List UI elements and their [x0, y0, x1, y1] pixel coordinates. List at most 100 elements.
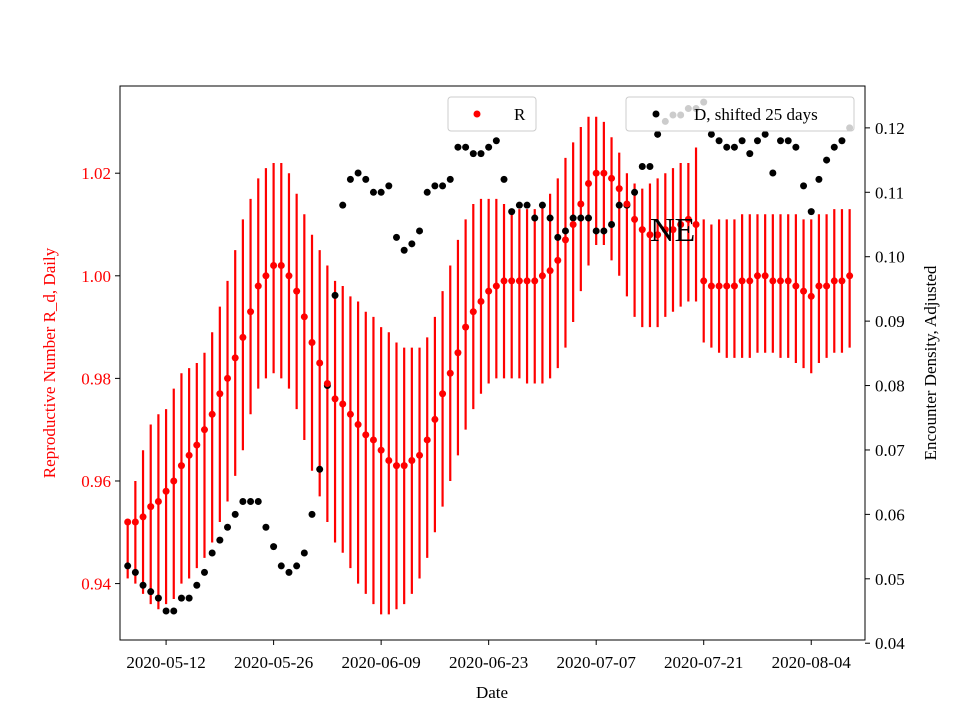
ne-annotation: NE: [650, 212, 695, 249]
r-point: [554, 256, 562, 264]
legend-r: R: [447, 96, 537, 132]
d-point: [738, 137, 746, 145]
d-point: [247, 498, 255, 505]
r-point: [561, 236, 569, 244]
d-point: [500, 175, 508, 183]
r-point: [477, 297, 485, 305]
r-point: [769, 277, 777, 285]
r-point: [646, 231, 654, 239]
right-tick-label: 0.08: [875, 377, 905, 396]
r-point: [239, 333, 247, 341]
r-point: [316, 359, 324, 367]
legend-r-box: [447, 96, 537, 132]
d-point: [408, 240, 416, 248]
d-point: [638, 163, 646, 171]
d-point: [585, 214, 593, 222]
r-point: [262, 272, 270, 280]
legend-d: D, shifted 25 days: [625, 96, 855, 132]
left-tick-label: 1.00: [81, 267, 111, 286]
d-point: [792, 143, 800, 151]
d-point: [631, 188, 639, 196]
r-point: [692, 221, 700, 228]
d-point: [285, 568, 293, 576]
r-point: [446, 369, 454, 377]
r-point: [700, 277, 708, 285]
r-point: [538, 272, 546, 280]
x-tick-label: 2020-06-09: [341, 653, 420, 672]
d-point: [815, 175, 823, 183]
d-point: [224, 523, 232, 531]
d-point: [239, 498, 247, 505]
r-point: [147, 503, 155, 511]
d-point: [561, 227, 569, 235]
d-point: [392, 233, 400, 241]
r-point: [531, 277, 539, 285]
r-point: [131, 518, 139, 526]
r-point: [846, 272, 854, 280]
r-point: [777, 277, 785, 285]
d-point: [769, 169, 777, 177]
r-point: [830, 277, 838, 285]
d-point: [600, 227, 608, 235]
r-point: [823, 282, 831, 290]
d-point: [254, 498, 262, 505]
right-tick-label: 0.05: [875, 570, 905, 589]
r-point: [592, 169, 600, 177]
r-point: [508, 277, 516, 285]
d-point: [139, 581, 147, 589]
r-point: [707, 282, 715, 290]
r-point: [139, 513, 147, 521]
d-point: [177, 594, 185, 602]
r-point: [485, 287, 493, 295]
d-point: [492, 137, 500, 145]
r-point: [254, 282, 262, 290]
d-point: [707, 130, 715, 138]
r-point: [231, 354, 239, 362]
r-point: [308, 338, 316, 346]
r-point: [608, 174, 616, 182]
left-tick-label: 0.98: [81, 369, 111, 388]
d-point: [485, 143, 493, 151]
r-point: [416, 451, 424, 459]
d-point: [277, 562, 285, 570]
r-point: [669, 226, 677, 234]
r-point: [300, 313, 308, 321]
d-point: [477, 150, 485, 158]
d-point: [331, 291, 339, 299]
d-point: [730, 143, 738, 151]
x-tick-label: 2020-08-04: [772, 653, 852, 672]
r-point: [454, 349, 462, 357]
d-point: [469, 150, 477, 158]
d-point: [354, 169, 362, 177]
r-point: [723, 282, 731, 290]
r-point: [377, 446, 385, 454]
d-point: [454, 143, 462, 151]
d-point: [131, 568, 139, 576]
left-tick-label: 0.96: [81, 472, 111, 491]
r-point: [170, 477, 178, 485]
r-point: [600, 169, 608, 177]
d-point: [446, 175, 454, 183]
r-point: [400, 462, 408, 470]
r-point: [585, 179, 593, 187]
d-point: [270, 543, 278, 551]
r-point: [323, 380, 331, 388]
d-point: [746, 150, 754, 158]
r-point: [385, 456, 393, 464]
r-point: [807, 292, 815, 300]
d-point: [308, 510, 316, 518]
r-point: [838, 277, 846, 285]
left-tick-label: 0.94: [81, 575, 111, 594]
d-point: [761, 130, 769, 138]
d-point: [554, 233, 562, 241]
legend-r-label: R: [514, 105, 526, 124]
d-point: [608, 221, 616, 228]
r-point: [523, 277, 531, 285]
d-point: [531, 214, 539, 222]
r-point: [408, 456, 416, 464]
r-point: [185, 451, 193, 459]
x-tick-label: 2020-05-12: [126, 653, 205, 672]
legend-d-marker: [652, 110, 660, 118]
r-point: [270, 262, 278, 270]
r-point: [216, 390, 224, 398]
